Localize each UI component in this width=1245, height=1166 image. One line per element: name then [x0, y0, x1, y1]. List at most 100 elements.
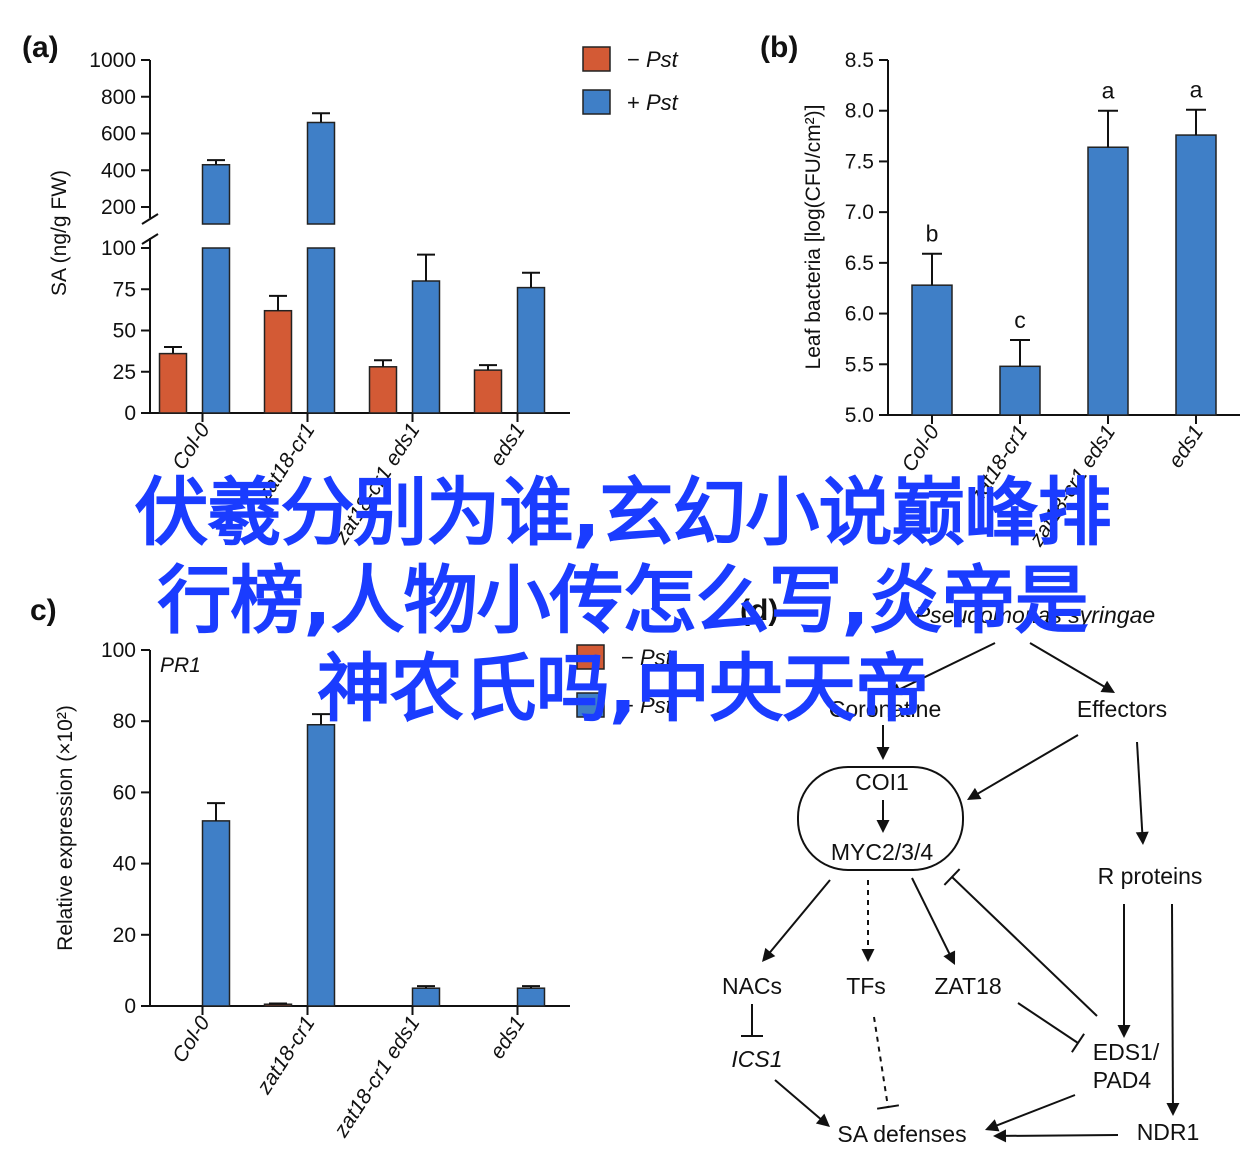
a-axis-break-1 [141, 213, 159, 225]
edge-eds1-inhibits-myc-bar [943, 868, 961, 886]
b-significance-letter: a [1190, 77, 1203, 103]
b-ytick-label: 7.5 [845, 150, 874, 173]
a-ytick-label: 75 [113, 278, 136, 301]
b-ytick-label: 6.5 [845, 252, 874, 275]
a-ytick-label: 50 [113, 320, 136, 343]
a-ytick-label: 200 [101, 196, 136, 219]
a-axis-break-2 [141, 233, 159, 245]
node-ics1: ICS1 [731, 1046, 782, 1072]
edge-ics1-sa [774, 1079, 823, 1121]
a-ytick-label: 400 [101, 159, 136, 182]
edge-coi1-myc-head [876, 820, 890, 833]
node-eds1: EDS1/ [1093, 1039, 1160, 1065]
node-pseudomonas: Pseudomonas syringae [915, 602, 1155, 628]
a-legend-swatch [582, 89, 611, 115]
edge-effectors-rproteins-head [1135, 831, 1149, 845]
b-bar [999, 365, 1041, 416]
c-ytick-label: 100 [101, 639, 136, 662]
a-category-label: Col-0 [168, 419, 215, 474]
edge-rproteins-eds1-head [1117, 1025, 1131, 1038]
b-ytick-label: 7.0 [845, 201, 874, 224]
edge-eds1-sa [994, 1094, 1076, 1127]
edge-pst-effectors [1029, 642, 1107, 689]
node-nacs: NACs [722, 973, 782, 999]
overlay-line-3: 神农氏吗,中央天帝 [316, 646, 929, 732]
c-category-label: eds1 [486, 1012, 530, 1063]
node-zat18: ZAT18 [934, 973, 1001, 999]
node-tfs: TFs [846, 973, 886, 999]
b-ytick-label: 5.0 [845, 404, 874, 427]
edge-tfs-inhibits-sa [873, 1016, 889, 1108]
b-bar [911, 284, 953, 416]
c-ytick-label: 80 [113, 710, 136, 733]
node-coi1: COI1 [855, 769, 909, 795]
a-bar [516, 286, 546, 414]
edge-effectors-coi1 [975, 734, 1079, 796]
b-ytick-label: 6.0 [845, 303, 874, 326]
edge-eds1-inhibits-myc [951, 876, 1098, 1017]
edge-pst-effectors-head [1100, 680, 1115, 693]
c-bar [411, 987, 441, 1007]
a-legend-swatch [582, 46, 611, 72]
c-ytick-label: 60 [113, 781, 136, 804]
a-category-label: eds1 [486, 419, 530, 470]
edge-myc-nacs [768, 879, 831, 955]
a-bar [306, 121, 336, 225]
a-bar [306, 247, 336, 414]
a-y-axis-title: SA (ng/g FW) [48, 170, 71, 296]
c-ytick-label: 20 [113, 924, 136, 947]
node-coronatine: Coronatine [829, 696, 942, 722]
b-bar [1175, 134, 1217, 416]
a-legend-label: + Pst [627, 90, 679, 115]
edge-pst-coronatine-head [888, 683, 903, 696]
b-ytick-label: 5.5 [845, 353, 874, 376]
node-pad4: PAD4 [1093, 1067, 1152, 1093]
edge-ics1-sa-head [815, 1113, 830, 1127]
edge-effectors-coi1-head [967, 787, 982, 800]
a-ytick-label: 0 [124, 402, 136, 425]
c-bar [201, 820, 231, 1007]
edge-tfs-inhibits-sa-bar [876, 1104, 900, 1110]
a-bar [201, 247, 231, 414]
node-sa-defenses: SA defenses [837, 1121, 966, 1147]
edge-rproteins-ndr1 [1171, 903, 1174, 1106]
a-ytick-label: 800 [101, 86, 136, 109]
edge-zat18-inhibits-eds1 [1017, 1002, 1079, 1044]
edge-zat18-inhibits-eds1-bar [1071, 1033, 1085, 1053]
a-bar [411, 280, 441, 414]
c-bar [306, 724, 336, 1007]
edge-ndr1-sa-head [993, 1129, 1007, 1143]
a-bar-gap [200, 226, 232, 246]
c-legend-swatch [576, 692, 605, 718]
a-ytick-label: 100 [101, 237, 136, 260]
b-category-label: eds1 [1164, 421, 1208, 472]
b-y-axis-title: Leaf bacteria [log(CFU/cm²)] [802, 105, 825, 370]
c-legend-label: + Pst [621, 693, 673, 718]
a-bar [473, 369, 503, 414]
edge-myc-tfs-head [861, 949, 875, 962]
a-bar [263, 309, 293, 414]
b-significance-letter: c [1014, 307, 1026, 333]
c-legend-label: − Pst [621, 645, 673, 670]
edge-pst-coronatine [897, 642, 996, 692]
overlay-line-2: 行榜,人物小传怎么写,炎帝是 [157, 558, 1088, 644]
a-ytick-label: 600 [101, 123, 136, 146]
edge-rproteins-ndr1-head [1166, 1102, 1180, 1116]
a-bar [158, 352, 188, 414]
panel-label-a: (a) [22, 31, 59, 64]
edge-myc-zat18 [911, 877, 952, 956]
a-ytick-label: 1000 [89, 49, 136, 72]
c-bar [516, 987, 546, 1007]
b-bar [1087, 146, 1129, 416]
c-category-label: zat18-cr1 [252, 1012, 320, 1099]
c-category-label: Col-0 [168, 1012, 215, 1067]
panel-label-b: (b) [760, 31, 798, 64]
node-r-proteins: R proteins [1098, 863, 1203, 889]
edge-eds1-sa-head [985, 1119, 1000, 1132]
node-ndr1: NDR1 [1137, 1119, 1200, 1145]
c-ytick-label: 40 [113, 853, 136, 876]
overlay-line-1: 伏羲分别为谁,玄幻小说巅峰排 [134, 470, 1111, 556]
edge-effectors-rproteins [1136, 741, 1144, 835]
edge-coronatine-coi1-head [876, 747, 890, 760]
